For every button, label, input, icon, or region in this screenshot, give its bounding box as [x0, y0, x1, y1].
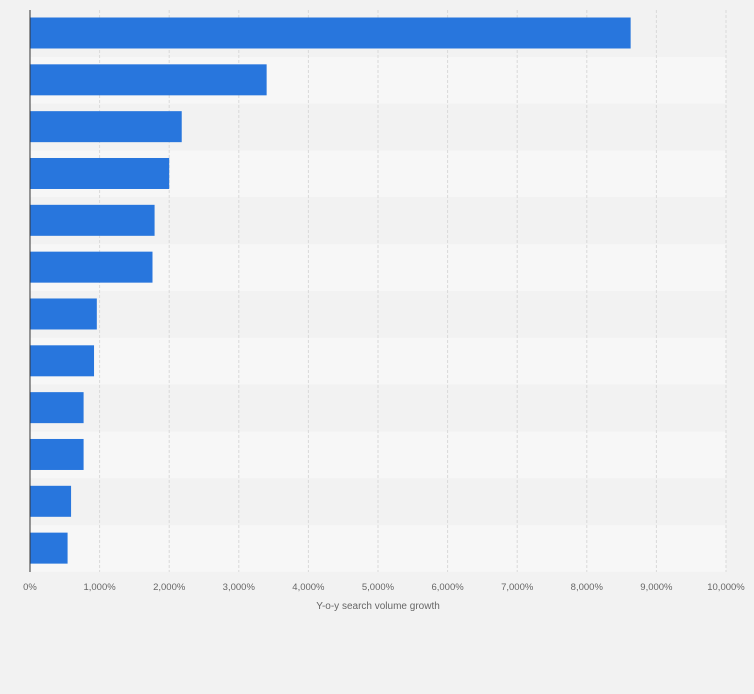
- x-tick-label: 0%: [23, 582, 37, 593]
- x-tick-label: 6,000%: [431, 582, 464, 593]
- x-tick-label: 8,000%: [571, 582, 604, 593]
- bar: [30, 392, 84, 424]
- x-tick-label: 2,000%: [153, 582, 186, 593]
- bar: [30, 204, 155, 236]
- x-tick-labels: 0% 1,000% 2,000% 3,000% 4,000% 5,000% 6,000% 7,…: [23, 582, 745, 593]
- x-tick-label: 3,000%: [223, 582, 256, 593]
- x-tick-label: 5,000%: [362, 582, 395, 593]
- bar: [30, 345, 95, 377]
- bar: [30, 64, 267, 96]
- bar: [30, 251, 153, 283]
- bar: [30, 485, 72, 517]
- x-tick-label: 1,000%: [83, 582, 116, 593]
- x-axis-label: Y-o-y search volume growth: [316, 601, 440, 612]
- x-tick-label: 9,000%: [640, 582, 673, 593]
- bar: [30, 111, 182, 143]
- bar: [30, 17, 631, 49]
- bars: [30, 17, 631, 564]
- x-tick-label: 10,000%: [707, 582, 745, 593]
- bar: [30, 298, 97, 330]
- x-tick-label: 7,000%: [501, 582, 534, 593]
- x-tick-label: 4,000%: [292, 582, 325, 593]
- bar: [30, 438, 84, 470]
- grid-lines: [99, 10, 727, 572]
- bar: [30, 157, 170, 189]
- bar: [30, 532, 68, 564]
